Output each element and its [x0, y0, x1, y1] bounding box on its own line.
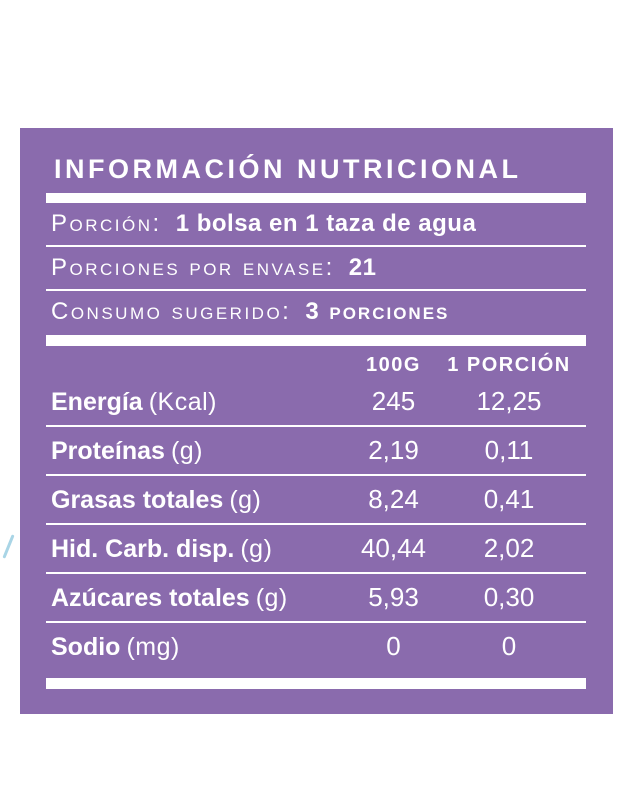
suggested-consumption-label: Consumo sugerido: [51, 298, 292, 325]
table-row-grasas-totales: Grasas totales (g) 8,24 0,41 [46, 476, 586, 523]
value-per-portion: 0 [501, 631, 517, 661]
value-per-100g: 2,19 [368, 435, 419, 465]
nutrition-facts-panel: INFORMACIÓN NUTRICIONAL Porción: 1 bolsa… [20, 128, 613, 714]
divider-thin [46, 572, 586, 574]
value-per-100g: 245 [371, 386, 416, 416]
value-per-portion: 2,02 [483, 533, 535, 563]
value-per-portion: 0,30 [483, 582, 535, 612]
nutrient-unit: (Kcal) [148, 388, 217, 416]
serving-size-label: Porción: [51, 210, 162, 237]
divider-thin [46, 245, 586, 247]
serving-row-consumo-sugerido: Consumo sugerido: 3 porciones [46, 291, 586, 333]
serving-size-value: 1 bolsa en 1 taza de agua [175, 210, 477, 237]
nutrient-unit: (g) [229, 486, 262, 514]
table-row-energia: Energía (Kcal) 245 12,25 [46, 378, 586, 425]
value-per-portion: 0,11 [484, 435, 534, 465]
column-header-1-porcion: 1 PORCIÓN [447, 354, 571, 376]
nutrient-unit: (g) [170, 437, 203, 465]
value-per-100g: 5,93 [368, 582, 419, 612]
value-per-100g: 0 [386, 631, 401, 661]
divider-thick-top [46, 193, 586, 203]
table-header-row: 100G 1 PORCIÓN [46, 346, 586, 378]
value-per-portion: 0,41 [483, 484, 535, 514]
divider-thick-bottom [46, 678, 586, 689]
nutrient-name: Proteínas [51, 437, 165, 465]
value-per-100g: 40,44 [360, 533, 427, 563]
nutrient-name: Sodio [51, 633, 121, 661]
servings-per-container-label: Porciones por envase: [51, 254, 335, 281]
panel-title: INFORMACIÓN NUTRICIONAL [54, 154, 522, 184]
nutrient-unit: (g) [240, 535, 273, 563]
nutrient-name: Grasas totales [51, 486, 224, 514]
divider-thin [46, 474, 586, 476]
divider-thin [46, 425, 586, 427]
divider-thin [46, 621, 586, 623]
divider-thin [46, 289, 586, 291]
nutrient-name: Hid. Carb. disp. [51, 535, 235, 563]
nutrient-name: Energía [51, 388, 143, 416]
table-row-hid-carb-disp: Hid. Carb. disp. (g) 40,44 2,02 [46, 525, 586, 572]
nutrient-unit: (g) [255, 584, 288, 612]
table-row-sodio: Sodio (mg) 0 0 [46, 623, 586, 670]
table-row-proteinas: Proteínas (g) 2,19 0,11 [46, 427, 586, 474]
divider-thick-middle [46, 335, 586, 346]
table-row-azucares-totales: Azúcares totales (g) 5,93 0,30 [46, 574, 586, 621]
nutrient-name: Azúcares totales [51, 584, 250, 612]
serving-row-porcion: Porción: 1 bolsa en 1 taza de agua [46, 203, 586, 245]
value-per-100g: 8,24 [368, 484, 419, 514]
decorative-slash-mark [2, 534, 15, 559]
suggested-consumption-value: 3 porciones [305, 298, 450, 325]
column-header-100g: 100G [366, 354, 421, 376]
divider-thin [46, 523, 586, 525]
servings-per-container-value: 21 [348, 254, 377, 281]
serving-row-porciones-por-envase: Porciones por envase: 21 [46, 247, 586, 289]
nutrient-unit: (mg) [126, 633, 180, 661]
value-per-portion: 12,25 [476, 386, 542, 416]
